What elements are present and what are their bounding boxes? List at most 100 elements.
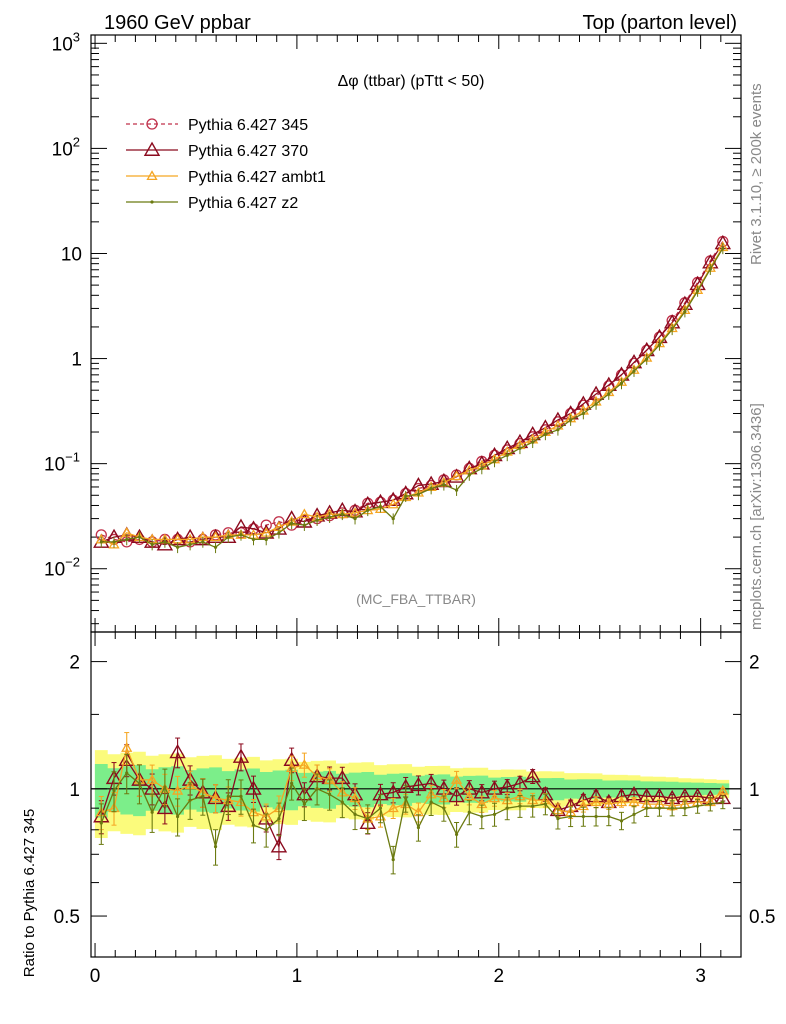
data-point-dot bbox=[454, 488, 459, 492]
data-point-dot bbox=[264, 828, 268, 832]
data-point-small-triangle bbox=[387, 802, 399, 813]
ratio-y-tick-label-right: 2 bbox=[749, 653, 760, 674]
data-point-dot bbox=[531, 804, 535, 808]
data-point-dot bbox=[302, 802, 306, 806]
data-point-dot bbox=[695, 804, 700, 808]
header-right: Top (parton level) bbox=[582, 12, 737, 34]
data-point-dot bbox=[99, 540, 103, 544]
data-point-dot bbox=[619, 381, 624, 386]
data-point-dot bbox=[328, 792, 332, 797]
data-point-small-triangle bbox=[209, 531, 222, 542]
data-point-dot bbox=[201, 794, 205, 798]
ratio-y-axis-label: Ratio to Pythia 6.427 345 bbox=[21, 809, 38, 977]
data-point-dot bbox=[226, 535, 230, 539]
data-point-dot bbox=[404, 796, 408, 800]
data-point-dot bbox=[188, 798, 192, 802]
analysis-annotation: (MC_FBA_TTBAR) bbox=[356, 591, 476, 607]
data-point-dot bbox=[150, 542, 154, 547]
y-tick-exponent: −2 bbox=[65, 555, 80, 570]
data-point-dot bbox=[543, 432, 547, 436]
data-point-dot bbox=[531, 440, 535, 444]
y-tick-label: 102 bbox=[52, 134, 80, 160]
data-point-dot bbox=[239, 794, 243, 798]
y-tick-exponent: 3 bbox=[73, 29, 80, 44]
series-line-z2 bbox=[101, 247, 724, 549]
data-point-dot bbox=[429, 486, 433, 491]
data-point-triangle bbox=[384, 491, 402, 507]
data-point-triangle bbox=[156, 799, 174, 815]
ratio-plot-frame bbox=[90, 631, 742, 958]
data-point-triangle bbox=[499, 778, 516, 793]
data-point-dot bbox=[569, 814, 573, 819]
data-point-small-triangle bbox=[298, 508, 310, 519]
data-point-dot bbox=[607, 814, 611, 819]
data-point-dot bbox=[543, 802, 547, 806]
legend-label: Pythia 6.427 z2 bbox=[188, 195, 298, 212]
series-line-ambt1 bbox=[101, 246, 724, 546]
data-point-dot bbox=[454, 832, 459, 837]
data-point-dot bbox=[518, 446, 522, 450]
data-point-small-triangle bbox=[628, 796, 640, 807]
data-point-dot bbox=[467, 810, 471, 814]
data-point-dot bbox=[328, 515, 332, 519]
x-tick-label: 0 bbox=[90, 966, 101, 987]
data-point-triangle bbox=[169, 743, 186, 759]
data-point-triangle bbox=[245, 520, 262, 535]
data-point-dot bbox=[125, 771, 129, 775]
x-tick-label: 1 bbox=[292, 966, 303, 987]
data-point-dot bbox=[188, 542, 192, 547]
y-tick-label: 10 bbox=[61, 244, 82, 265]
y-tick-label: 10−2 bbox=[44, 555, 80, 581]
data-point-dot bbox=[378, 505, 383, 509]
data-point-triangle bbox=[143, 141, 161, 156]
data-point-small-triangle bbox=[121, 742, 133, 752]
data-point-triangle bbox=[384, 784, 402, 799]
data-point-dot bbox=[480, 466, 484, 471]
data-point-triangle bbox=[245, 780, 262, 795]
y-tick-label: 1 bbox=[71, 350, 82, 371]
data-point-circle bbox=[146, 118, 158, 130]
ratio-y-tick-label-left: 0.5 bbox=[54, 907, 80, 928]
data-point-dot bbox=[404, 494, 408, 498]
data-point-dot bbox=[378, 806, 383, 810]
data-point-dot bbox=[137, 781, 142, 785]
data-point-dot bbox=[112, 789, 116, 793]
data-point-dot bbox=[721, 246, 725, 250]
data-point-dot bbox=[429, 800, 433, 804]
data-point-dot bbox=[391, 858, 395, 862]
data-point-dot bbox=[645, 806, 649, 810]
mcplots-credit-label: mcplots.cern.ch [arXiv:1306.3436] bbox=[748, 403, 765, 630]
data-point-small-triangle bbox=[387, 498, 399, 509]
data-point-small-triangle bbox=[108, 538, 120, 549]
rivet-version-label: Rivet 3.1.10, ≥ 200k events bbox=[748, 83, 765, 265]
data-point-dot bbox=[556, 428, 560, 432]
data-point-dot bbox=[442, 483, 446, 487]
data-point-dot bbox=[391, 516, 395, 521]
data-point-dot bbox=[492, 812, 497, 816]
y-tick-exponent: −1 bbox=[65, 450, 80, 465]
data-point-small-triangle bbox=[450, 774, 463, 784]
data-point-small-triangle bbox=[450, 470, 463, 481]
data-point-dot bbox=[695, 289, 700, 293]
data-point-dot bbox=[683, 806, 687, 810]
data-point-dot bbox=[163, 540, 167, 544]
data-point-small-triangle bbox=[488, 792, 501, 803]
plot-title: Δφ (ttbar) (pTtt < 50) bbox=[338, 73, 485, 90]
data-point-small-triangle bbox=[717, 784, 729, 795]
data-point-dot bbox=[607, 392, 611, 396]
data-point-dot bbox=[137, 535, 142, 539]
data-point-dot bbox=[683, 309, 687, 314]
data-point-dot bbox=[518, 804, 522, 808]
data-point-triangle bbox=[410, 776, 427, 792]
data-point-dot bbox=[645, 357, 649, 361]
y-tick-exponent: 2 bbox=[73, 134, 80, 149]
data-point-dot bbox=[239, 533, 243, 537]
y-tick-label: 103 bbox=[52, 29, 80, 55]
header-left: 1960 GeV ppbar bbox=[104, 12, 251, 34]
ratio-y-tick-label-left: 2 bbox=[69, 653, 80, 674]
data-point-dot bbox=[302, 523, 306, 527]
data-point-dot bbox=[175, 814, 180, 819]
data-point-dot bbox=[251, 823, 256, 827]
data-point-dot bbox=[416, 492, 421, 496]
